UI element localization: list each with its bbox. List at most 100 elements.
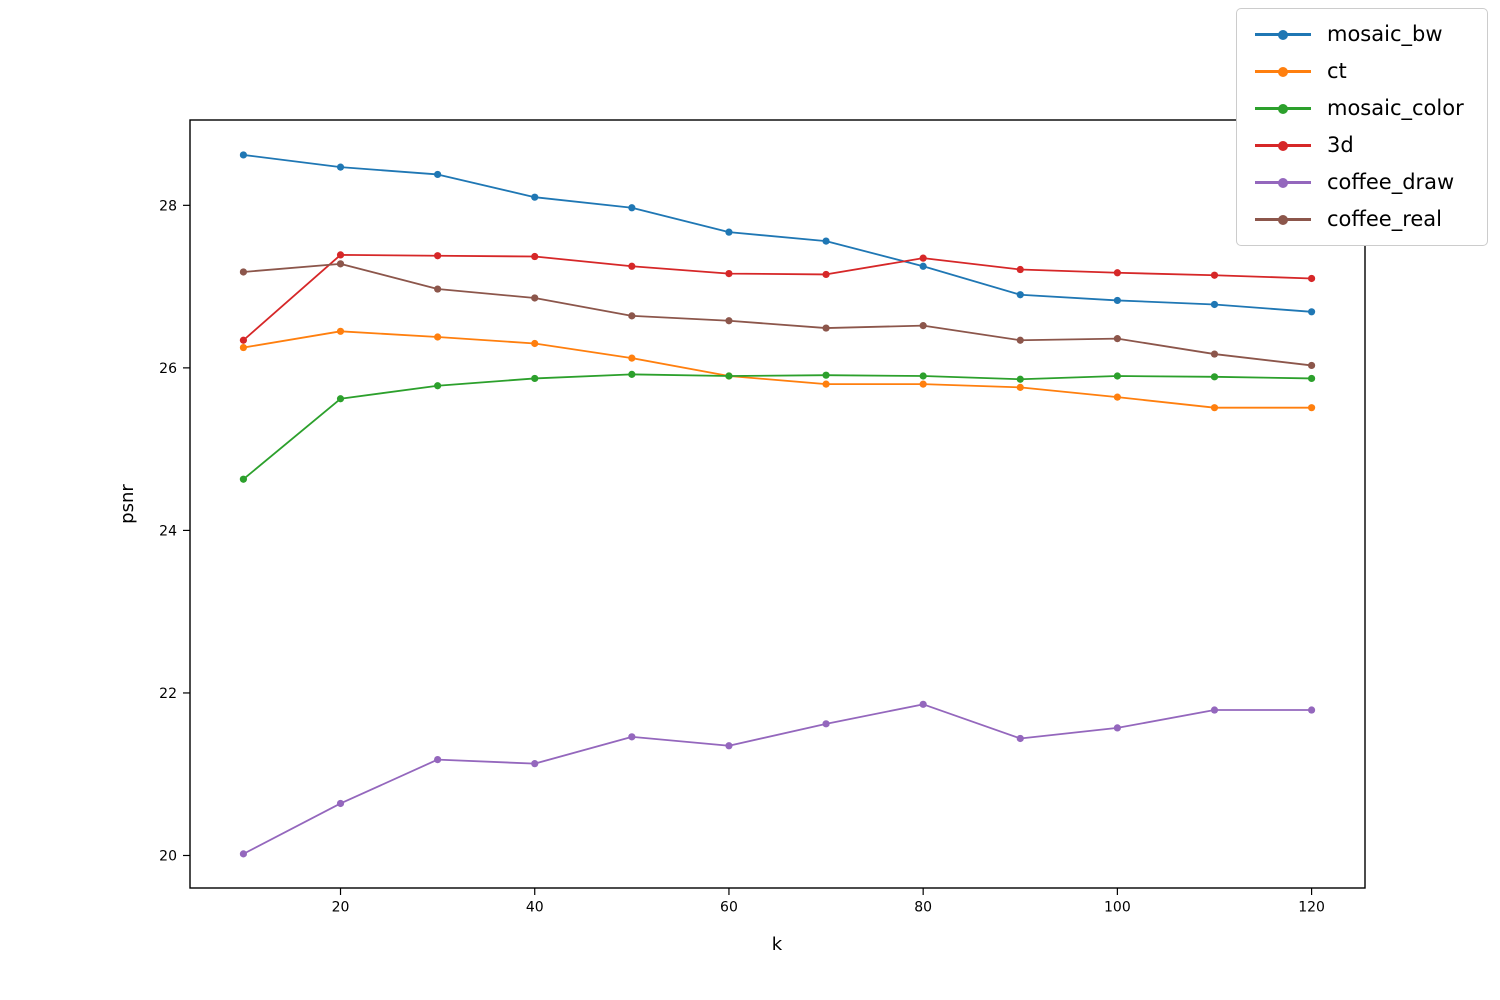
- x-tick-label: 40: [526, 900, 544, 916]
- series-marker-mosaic_color: [336, 395, 345, 403]
- series-line-mosaic_color: [242, 373, 1312, 480]
- x-axis-label: k: [772, 934, 783, 955]
- legend-swatch-mosaic_bw: [1255, 25, 1311, 45]
- legend-swatch-ct: [1255, 62, 1311, 82]
- series-marker-coffee_real: [822, 324, 830, 332]
- series-marker-coffee_draw: [336, 799, 345, 808]
- series-marker-ct: [919, 380, 927, 388]
- legend-label-mosaic_color: mosaic_color: [1327, 96, 1464, 120]
- legend-item-3d: 3d: [1255, 134, 1469, 157]
- series-marker-ct: [1016, 383, 1024, 391]
- series-marker-coffee_real: [628, 312, 636, 320]
- x-tick-label: 100: [1104, 900, 1131, 916]
- series-marker-ct: [822, 380, 830, 388]
- series-marker-coffee_draw: [1113, 724, 1121, 732]
- series-marker-coffee_draw: [1307, 706, 1316, 714]
- series-marker-mosaic_bw: [1307, 308, 1316, 316]
- series-line-3d: [242, 254, 1312, 341]
- y-tick-label: 28: [159, 198, 177, 214]
- series-marker-mosaic_bw: [531, 193, 539, 201]
- series-marker-mosaic_color: [531, 374, 539, 383]
- legend-item-ct: ct: [1255, 60, 1469, 83]
- series-marker-3d: [725, 270, 733, 278]
- series-line-ct: [243, 330, 1312, 409]
- y-axis-label: psnr: [117, 484, 138, 524]
- x-tick-label: 80: [914, 900, 932, 916]
- series-marker-mosaic_color: [1113, 372, 1121, 380]
- series-marker-mosaic_color: [1210, 373, 1219, 381]
- series-marker-coffee_real: [531, 294, 539, 302]
- series-marker-coffee_draw: [1210, 706, 1219, 714]
- series-marker-3d: [822, 270, 830, 279]
- series-marker-coffee_real: [1307, 361, 1316, 370]
- series-marker-mosaic_bw: [725, 228, 733, 236]
- series-marker-mosaic_bw: [1113, 296, 1121, 305]
- series-marker-ct: [336, 327, 345, 335]
- series-marker-coffee_draw: [725, 742, 733, 750]
- series-marker-mosaic_bw: [1016, 291, 1024, 299]
- series-marker-3d: [1307, 274, 1316, 283]
- series-marker-mosaic_bw: [822, 237, 830, 245]
- series-layer: [239, 151, 1316, 858]
- series-marker-coffee_real: [1210, 350, 1219, 358]
- y-tick-label: 24: [159, 523, 177, 539]
- series-marker-coffee_draw: [822, 720, 830, 728]
- series-marker-mosaic_color: [1307, 374, 1316, 383]
- series-marker-mosaic_bw: [628, 204, 636, 212]
- series-marker-mosaic_color: [1016, 375, 1024, 383]
- series-marker-coffee_real: [336, 260, 345, 268]
- legend-label-coffee_real: coffee_real: [1327, 207, 1442, 231]
- series-marker-coffee_draw: [434, 755, 442, 764]
- legend-item-coffee_real: coffee_real: [1255, 208, 1469, 231]
- series-marker-3d: [628, 262, 636, 270]
- series-marker-3d: [239, 336, 248, 344]
- x-tick-label: 60: [720, 900, 738, 916]
- series-marker-3d: [434, 252, 442, 260]
- series-line-coffee_real: [243, 262, 1312, 367]
- series-marker-mosaic_color: [725, 372, 733, 380]
- series-marker-3d: [1016, 265, 1024, 274]
- y-tick-label: 20: [159, 848, 177, 864]
- legend-swatch-mosaic_color: [1255, 99, 1311, 119]
- series-marker-ct: [239, 343, 248, 352]
- legend-swatch-3d: [1255, 136, 1311, 156]
- series-marker-coffee_draw: [1016, 734, 1024, 743]
- series-marker-coffee_draw: [239, 850, 248, 858]
- series-marker-mosaic_bw: [336, 163, 345, 171]
- series-marker-3d: [1113, 269, 1121, 277]
- axes-layer: 20 40 60 80 100 120 20 22 24 26 28: [159, 119, 1366, 916]
- legend-label-coffee_draw: coffee_draw: [1327, 170, 1455, 194]
- series-marker-coffee_real: [1016, 336, 1024, 344]
- series-marker-mosaic_bw: [434, 170, 442, 179]
- series-marker-mosaic_color: [239, 475, 248, 483]
- legend-label-mosaic_bw: mosaic_bw: [1327, 22, 1443, 46]
- series-marker-coffee_draw: [919, 700, 927, 708]
- series-marker-3d: [1210, 271, 1219, 279]
- legend-item-mosaic_bw: mosaic_bw: [1255, 23, 1469, 46]
- x-tick-label: 120: [1298, 900, 1325, 916]
- series-marker-coffee_real: [434, 285, 442, 293]
- series-marker-3d: [531, 252, 539, 261]
- series-marker-ct: [434, 333, 442, 341]
- series-marker-mosaic_color: [822, 371, 830, 379]
- series-marker-mosaic_color: [434, 382, 442, 390]
- series-marker-coffee_real: [919, 322, 927, 330]
- series-marker-mosaic_bw: [919, 262, 927, 270]
- series-marker-3d: [336, 251, 345, 259]
- series-marker-ct: [1113, 393, 1121, 401]
- legend-label-ct: ct: [1327, 59, 1347, 83]
- x-tick-label: 20: [332, 900, 350, 916]
- legend-item-coffee_draw: coffee_draw: [1255, 171, 1469, 194]
- legend-label-3d: 3d: [1327, 133, 1354, 157]
- y-tick-label: 26: [159, 361, 177, 377]
- series-marker-coffee_real: [239, 268, 248, 276]
- y-tick-label: 22: [159, 686, 177, 702]
- series-marker-coffee_draw: [531, 760, 539, 768]
- legend-swatch-coffee_real: [1255, 210, 1311, 230]
- series-marker-coffee_real: [725, 317, 733, 325]
- series-marker-ct: [1307, 404, 1316, 412]
- series-marker-mosaic_bw: [1210, 300, 1219, 309]
